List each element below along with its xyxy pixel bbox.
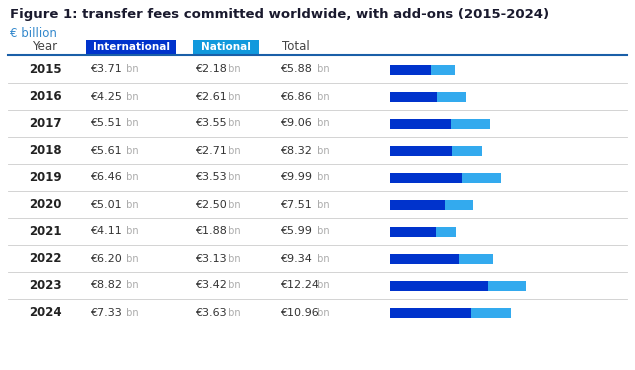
Bar [390,307,471,317]
Text: €3.53: €3.53 [195,172,227,182]
Text: €2.50: €2.50 [195,199,227,209]
Text: €4.11: €4.11 [90,226,122,236]
Text: bn: bn [123,226,138,236]
Text: €9.06: €9.06 [280,118,312,128]
Text: bn: bn [225,145,241,155]
Text: bn: bn [123,91,138,101]
Text: 2016: 2016 [29,90,62,103]
Bar [452,145,482,155]
Bar [390,91,437,101]
Bar [390,64,431,74]
Text: €2.61: €2.61 [195,91,227,101]
Text: €8.32: €8.32 [280,145,312,155]
Text: bn: bn [123,199,138,209]
Text: bn: bn [123,253,138,263]
Text: bn: bn [123,145,138,155]
Text: €3.63: €3.63 [195,307,227,317]
Bar [390,118,451,128]
Text: bn: bn [225,307,241,317]
Text: €6.20: €6.20 [90,253,122,263]
Text: bn: bn [314,226,330,236]
Bar [458,253,493,263]
Text: bn: bn [123,307,138,317]
Text: bn: bn [314,199,330,209]
Text: bn: bn [225,118,241,128]
Text: €3.71: €3.71 [90,64,122,74]
Text: bn: bn [225,280,241,290]
Text: Year: Year [32,40,58,54]
Text: 2023: 2023 [29,279,61,292]
Text: 2017: 2017 [29,117,61,130]
Text: €5.88: €5.88 [280,64,312,74]
Text: € billion: € billion [10,27,57,40]
Text: €10.96: €10.96 [280,307,319,317]
Bar [437,91,466,101]
Text: €6.86: €6.86 [280,91,312,101]
Text: bn: bn [314,91,330,101]
Bar [451,118,490,128]
Text: bn: bn [225,199,241,209]
Text: €12.24: €12.24 [280,280,319,290]
Text: €2.18: €2.18 [195,64,227,74]
Text: bn: bn [314,307,330,317]
Bar [390,280,488,290]
Text: Total: Total [282,40,310,54]
Text: 2015: 2015 [29,63,62,76]
Text: 2019: 2019 [29,171,62,184]
Text: €1.88: €1.88 [195,226,227,236]
Text: bn: bn [314,145,330,155]
Bar [462,172,500,182]
Text: bn: bn [123,172,138,182]
Text: 2018: 2018 [29,144,62,157]
Text: €9.99: €9.99 [280,172,312,182]
Text: €2.71: €2.71 [195,145,227,155]
Text: €3.13: €3.13 [195,253,227,263]
Bar [471,307,511,317]
Text: bn: bn [225,253,241,263]
Bar [436,226,457,236]
Bar [390,199,446,209]
Bar [390,253,458,263]
Text: €8.82: €8.82 [90,280,122,290]
Bar [390,226,436,236]
Bar [193,40,259,54]
Text: €3.55: €3.55 [195,118,227,128]
Text: bn: bn [314,118,330,128]
Text: bn: bn [225,172,241,182]
Text: bn: bn [123,118,138,128]
Text: €5.61: €5.61 [90,145,122,155]
Text: bn: bn [314,253,330,263]
Text: bn: bn [314,280,330,290]
Text: €5.51: €5.51 [90,118,122,128]
Text: bn: bn [225,226,241,236]
Text: 2024: 2024 [29,306,62,319]
Text: Figure 1: transfer fees committed worldwide, with add-ons (2015-2024): Figure 1: transfer fees committed worldw… [10,8,549,21]
Bar [86,40,176,54]
Text: bn: bn [123,64,138,74]
Text: €7.33: €7.33 [90,307,122,317]
Text: International: International [93,42,170,52]
Text: National: National [201,42,251,52]
Text: €4.25: €4.25 [90,91,122,101]
Text: 2020: 2020 [29,198,61,211]
Bar [390,172,462,182]
Text: bn: bn [225,91,241,101]
Text: bn: bn [123,280,138,290]
Text: bn: bn [314,64,330,74]
Text: €7.51: €7.51 [280,199,312,209]
Text: 2022: 2022 [29,252,61,265]
Bar [390,145,452,155]
Text: €5.01: €5.01 [90,199,122,209]
Text: 2021: 2021 [29,225,61,238]
Text: €6.46: €6.46 [90,172,122,182]
Text: €3.42: €3.42 [195,280,227,290]
Bar [431,64,455,74]
Text: €5.99: €5.99 [280,226,312,236]
Text: bn: bn [314,172,330,182]
Text: €9.34: €9.34 [280,253,312,263]
Bar [488,280,526,290]
Text: bn: bn [225,64,241,74]
Bar [446,199,473,209]
